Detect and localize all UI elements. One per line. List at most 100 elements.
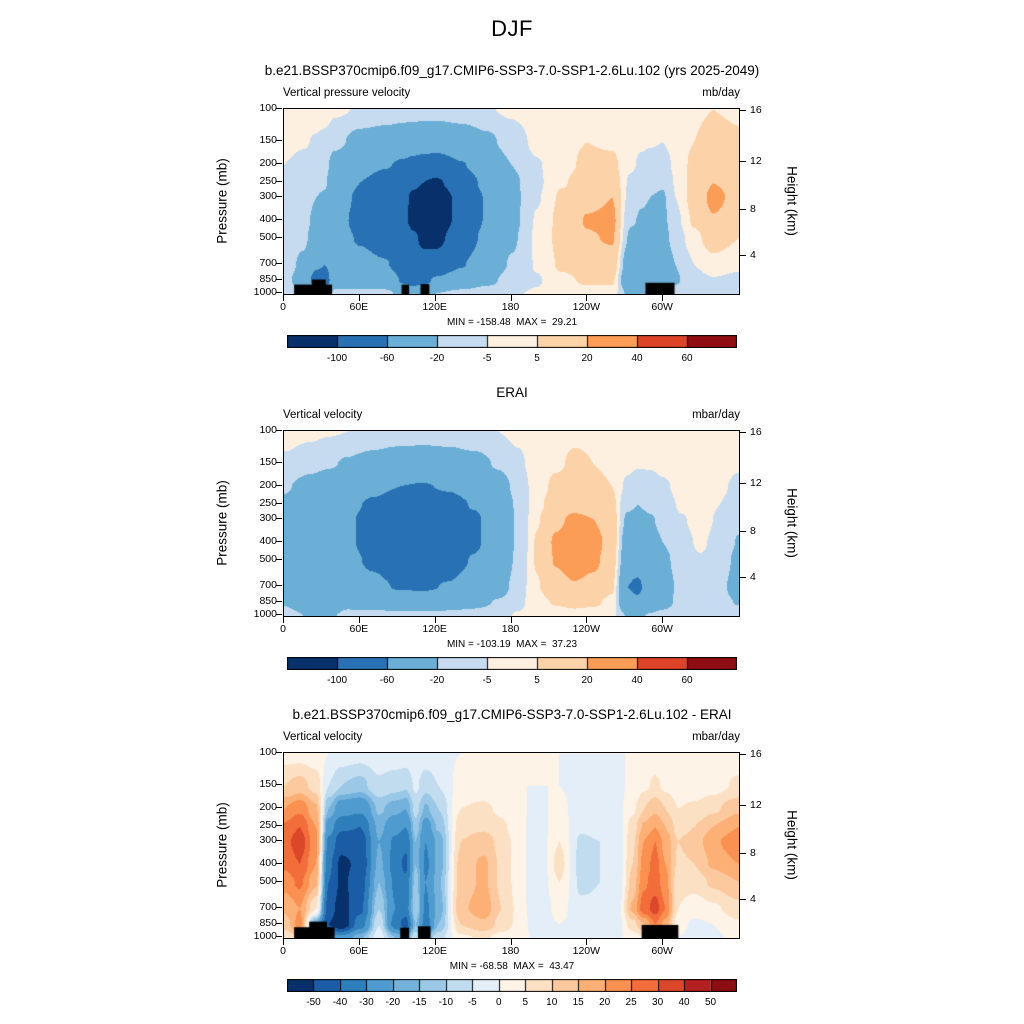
pressure-tick-label: 400 (259, 856, 277, 869)
pressure-tick-label: 150 (259, 134, 277, 147)
variable-label: Vertical velocity (283, 409, 363, 421)
pressure-tick-label: 500 (259, 552, 277, 565)
longitude-tick-label: 60W (651, 301, 673, 313)
pressure-tick-label: 300 (259, 189, 277, 202)
colorbar-tick-label: -60 (379, 675, 395, 686)
longitude-tick-label: 120W (572, 945, 601, 957)
longitude-tick-mark (434, 295, 436, 301)
longitude-tick-label: 120E (422, 301, 447, 313)
longitude-tick-mark (283, 617, 284, 623)
pressure-tick-label: 200 (259, 157, 277, 170)
longitude-tick-mark (358, 939, 360, 945)
pressure-tick-mark (276, 517, 282, 519)
longitude-tick-mark (586, 617, 588, 623)
height-tick-mark (740, 853, 746, 855)
height-tick-mark (740, 804, 746, 806)
colorbar-tick-label: 5 (534, 353, 540, 364)
longitude-tick-label: 120E (422, 945, 447, 957)
colorbar (287, 657, 737, 670)
pressure-tick-label: 250 (259, 819, 277, 832)
pressure-tick-mark (276, 430, 282, 431)
longitude-tick-mark (358, 295, 360, 301)
colorbar-tick-label: 50 (704, 997, 717, 1008)
colorbar-tick-label: 40 (631, 353, 643, 364)
pressure-tick-mark (276, 923, 282, 924)
colorbar-tick-label: 20 (599, 997, 611, 1008)
longitude-tick-mark (510, 617, 512, 623)
colorbar-tick-label: 60 (681, 675, 693, 686)
colorbar-tick-label: -5 (482, 353, 492, 364)
panel-title: ERAI (496, 385, 528, 400)
colorbar-tick-label: -15 (412, 997, 427, 1008)
pressure-tick-label: 200 (259, 479, 277, 492)
pressure-tick-label: 100 (259, 424, 277, 436)
height-tick-label: 8 (750, 203, 756, 216)
pressure-tick-label: 400 (259, 212, 277, 225)
colorbar-tick-label: -50 (306, 997, 321, 1008)
pressure-tick-label: 850 (259, 595, 277, 607)
height-tick-mark (740, 160, 746, 162)
colorbar-tick-label: 40 (678, 997, 690, 1008)
panel-title: b.e21.BSSP370cmip6.f09_g17.CMIP6-SSP3-7.… (264, 63, 760, 78)
longitude-tick-label: 0 (280, 945, 286, 957)
pressure-tick-mark (276, 218, 282, 220)
pressure-tick-label: 1000 (253, 286, 277, 298)
height-tick-mark (740, 209, 746, 211)
pressure-tick-mark (276, 807, 282, 809)
height-tick-label: 16 (750, 748, 762, 761)
height-tick-mark (740, 531, 746, 533)
pressure-tick-label: 850 (259, 917, 277, 929)
height-tick-label: 8 (750, 847, 756, 860)
height-tick-label: 16 (750, 104, 762, 117)
colorbar-tick-label: -60 (379, 353, 395, 364)
pressure-tick-mark (276, 862, 282, 864)
pressure-tick-label: 700 (259, 257, 277, 270)
colorbar-tick-label: -20 (385, 997, 401, 1008)
pressure-tick-mark (276, 825, 282, 827)
pressure-tick-label: 150 (259, 778, 277, 791)
pressure-tick-mark (276, 462, 282, 464)
min-max-label: MIN = -68.58 MAX = 43.47 (449, 961, 575, 972)
contour-plot (283, 430, 740, 617)
pressure-tick-label: 150 (259, 456, 277, 469)
colorbar-tick-label: 5 (522, 997, 529, 1008)
longitude-tick-mark (586, 939, 588, 945)
longitude-tick-label: 0 (280, 623, 286, 635)
omega-field-canvas (284, 431, 739, 616)
longitude-tick-mark (662, 295, 664, 301)
longitude-tick-label: 60E (349, 301, 369, 313)
pressure-tick-label: 200 (259, 801, 277, 814)
height-tick-label: 4 (750, 570, 756, 583)
colorbar-tick-label: 20 (581, 353, 593, 364)
contour-plot (283, 108, 740, 295)
contour-plot (283, 752, 740, 939)
pressure-tick-label: 850 (259, 273, 277, 285)
colorbar-tick-label: -20 (429, 353, 445, 364)
height-tick-label: 12 (750, 798, 762, 811)
pressure-tick-label: 700 (259, 901, 277, 914)
height-tick-mark (740, 754, 746, 756)
pressure-tick-mark (276, 236, 282, 238)
colorbar-tick-label: 20 (581, 675, 593, 686)
pressure-tick-mark (276, 880, 282, 882)
pressure-tick-label: 100 (259, 746, 277, 758)
colorbar-tick-label: 60 (681, 353, 693, 364)
longitude-tick-mark (434, 617, 436, 623)
variable-label: Vertical pressure velocity (283, 87, 411, 99)
height-tick-mark (740, 898, 746, 900)
pressure-tick-mark (276, 485, 282, 487)
pressure-tick-label: 500 (259, 874, 277, 887)
pressure-tick-mark (276, 140, 282, 142)
longitude-tick-mark (662, 939, 664, 945)
pressure-tick-mark (276, 936, 282, 937)
longitude-tick-label: 120W (572, 623, 601, 635)
colorbar-tick-label: -20 (429, 675, 445, 686)
height-tick-mark (740, 576, 746, 578)
pressure-axis-label: Pressure (mb) (214, 802, 230, 888)
colorbar-tick-label: 25 (625, 997, 637, 1008)
height-tick-mark (740, 254, 746, 256)
height-tick-label: 4 (750, 892, 756, 905)
